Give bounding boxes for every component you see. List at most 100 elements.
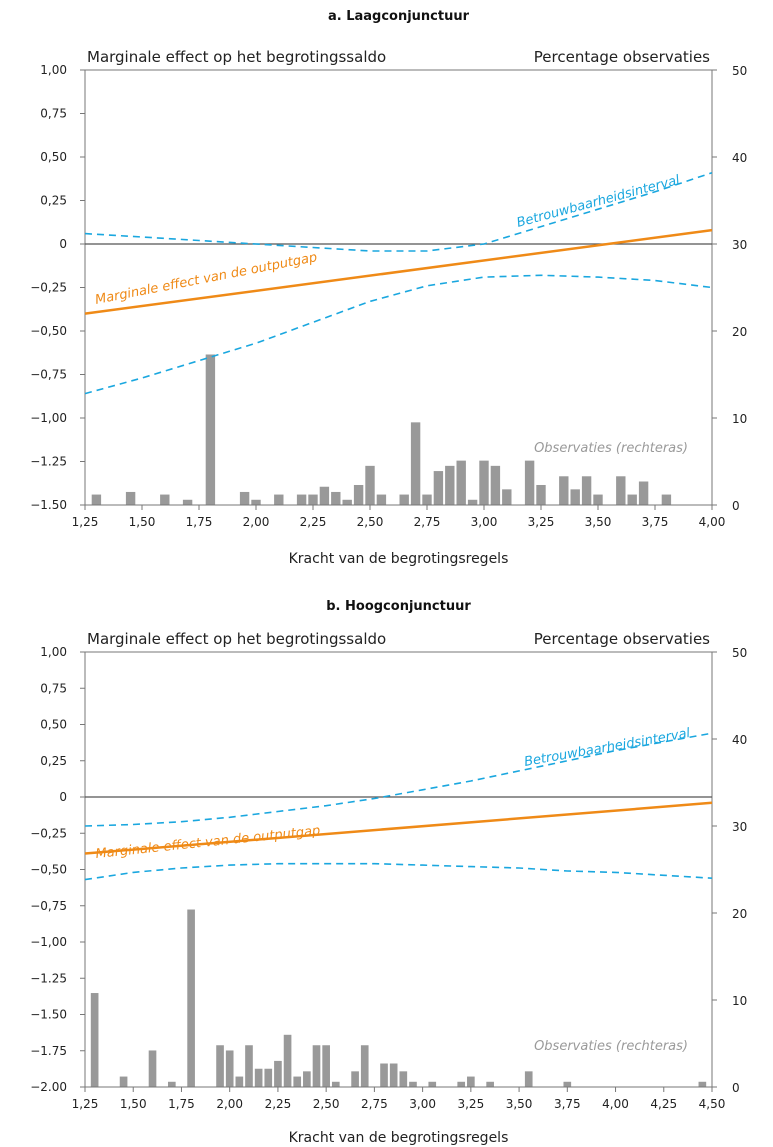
histogram-bar xyxy=(331,491,341,505)
x-axis-label: Kracht van de begrotingsregels xyxy=(289,1130,509,1146)
histogram-bar xyxy=(322,1045,330,1087)
histogram-bar xyxy=(283,1034,292,1087)
y-right-tick-label: 10 xyxy=(732,994,747,1008)
histogram-bar xyxy=(536,484,546,505)
x-tick-label: 2,25 xyxy=(265,1097,292,1111)
histogram-bar xyxy=(410,422,421,505)
histogram-bar xyxy=(312,1045,321,1087)
y-left-tick-label: −0,50 xyxy=(30,324,67,338)
y-left-tick-label: 0,50 xyxy=(40,718,67,732)
histogram-bar xyxy=(119,1076,128,1087)
histogram-bar xyxy=(428,1081,437,1087)
histogram-bar xyxy=(365,465,375,505)
histogram-bar xyxy=(490,465,501,505)
histogram-bar xyxy=(399,1071,408,1087)
histogram-bar xyxy=(389,1063,398,1087)
x-tick-label: 2,00 xyxy=(243,515,270,529)
histogram-bar xyxy=(638,481,649,505)
histogram-bar xyxy=(563,1081,572,1087)
plot-frame xyxy=(84,651,713,1088)
observations-label: Observaties (rechteras) xyxy=(534,1039,688,1054)
histogram-bar xyxy=(524,1071,533,1087)
histogram-bar xyxy=(264,1068,273,1087)
x-tick-label: 1,50 xyxy=(120,1097,147,1111)
y-left-tick-label: −1,00 xyxy=(30,411,67,425)
right-axis-header: Percentage observaties xyxy=(534,630,710,648)
y-left-tick-label: −1.75 xyxy=(30,1044,67,1058)
y-right-tick-label: 30 xyxy=(732,238,747,252)
histogram-bar xyxy=(216,1045,224,1087)
y-left-tick-label: −0,75 xyxy=(30,899,67,913)
histogram-bar xyxy=(524,460,535,505)
y-right-tick-label: 50 xyxy=(732,646,747,660)
histogram-bar xyxy=(225,1050,234,1087)
x-tick-label: 1,25 xyxy=(72,1097,99,1111)
histogram-bar xyxy=(479,460,489,505)
histogram-bar xyxy=(616,476,626,505)
histogram-bar xyxy=(90,993,99,1087)
observations-label: Observaties (rechteras) xyxy=(534,441,688,456)
x-tick-label: 1,75 xyxy=(186,515,213,529)
histogram-bar xyxy=(399,494,409,505)
histogram-bar xyxy=(319,486,330,505)
chart-panel-2: b. Hoogconjunctuur Marginale effect op he… xyxy=(30,599,747,1146)
x-tick-label: 1,75 xyxy=(168,1097,195,1111)
y-right-tick-label: 40 xyxy=(732,151,747,165)
y-right-tick-label: 10 xyxy=(732,412,747,426)
confidence-interval-label: Betrouwbaarheidsinterval xyxy=(515,173,682,231)
histogram-bar xyxy=(148,1050,157,1087)
histogram-bar xyxy=(308,494,318,505)
histogram-bar xyxy=(205,354,216,505)
histogram-bar xyxy=(559,476,569,505)
histogram-bar xyxy=(380,1063,388,1087)
histogram-bar xyxy=(698,1081,707,1087)
confidence-upper-line xyxy=(84,171,713,252)
histogram-bar xyxy=(353,484,364,505)
confidence-upper-line xyxy=(84,732,713,827)
histogram-bar xyxy=(593,494,603,505)
x-tick-label: 3,50 xyxy=(585,515,612,529)
histogram-bar xyxy=(467,1076,475,1087)
effect-label: Marginale effect van de outputgap xyxy=(94,250,319,308)
histogram-bar xyxy=(125,491,136,505)
histogram-bar xyxy=(445,465,455,505)
y-left-tick-label: −1.25 xyxy=(30,455,67,469)
histogram-bar xyxy=(167,1081,176,1087)
confidence-lower-line xyxy=(84,862,713,881)
histogram-bar xyxy=(486,1081,494,1087)
chart-title: a. Laagconjunctuur xyxy=(328,9,470,24)
histogram-bar xyxy=(502,489,512,505)
chart-title: b. Hoogconjunctuur xyxy=(326,599,471,614)
left-axis-header: Marginale effect op het begrotingssaldo xyxy=(87,48,386,66)
x-tick-label: 2,75 xyxy=(361,1097,388,1111)
y-left-tick-label: 0,75 xyxy=(40,681,67,695)
y-left-tick-label: 0,25 xyxy=(40,754,67,768)
y-right-tick-label: 40 xyxy=(732,733,747,747)
histogram-bar xyxy=(331,1081,340,1087)
effect-label: Marginale effect van de outputgap xyxy=(95,823,321,862)
histogram-bar xyxy=(251,499,261,505)
x-tick-label: 4,50 xyxy=(699,1097,726,1111)
histogram-bar xyxy=(409,1081,417,1087)
histogram-bar xyxy=(351,1071,359,1087)
histogram-bar xyxy=(239,491,250,505)
histogram-bar xyxy=(570,489,580,505)
histogram-bar xyxy=(360,1045,369,1087)
y-left-tick-label: 1,00 xyxy=(40,645,67,659)
x-tick-label: 3,75 xyxy=(642,515,669,529)
x-tick-label: 2,75 xyxy=(414,515,441,529)
x-tick-label: 3,75 xyxy=(554,1097,581,1111)
histogram-bar xyxy=(296,494,307,505)
y-left-tick-label: 0 xyxy=(59,790,67,804)
y-right-tick-label: 20 xyxy=(732,907,747,921)
histogram-bar xyxy=(661,494,672,505)
confidence-interval-label: Betrouwbaarheidsinterval xyxy=(523,726,692,770)
y-right-tick-label: 0 xyxy=(732,499,740,513)
histogram-bar xyxy=(457,1081,466,1087)
x-tick-label: 3,00 xyxy=(471,515,498,529)
y-left-tick-label: −2.00 xyxy=(30,1080,67,1094)
left-axis-header: Marginale effect op het begrotingssaldo xyxy=(87,630,386,648)
y-right-tick-label: 50 xyxy=(732,64,747,78)
x-tick-label: 4,00 xyxy=(699,515,726,529)
